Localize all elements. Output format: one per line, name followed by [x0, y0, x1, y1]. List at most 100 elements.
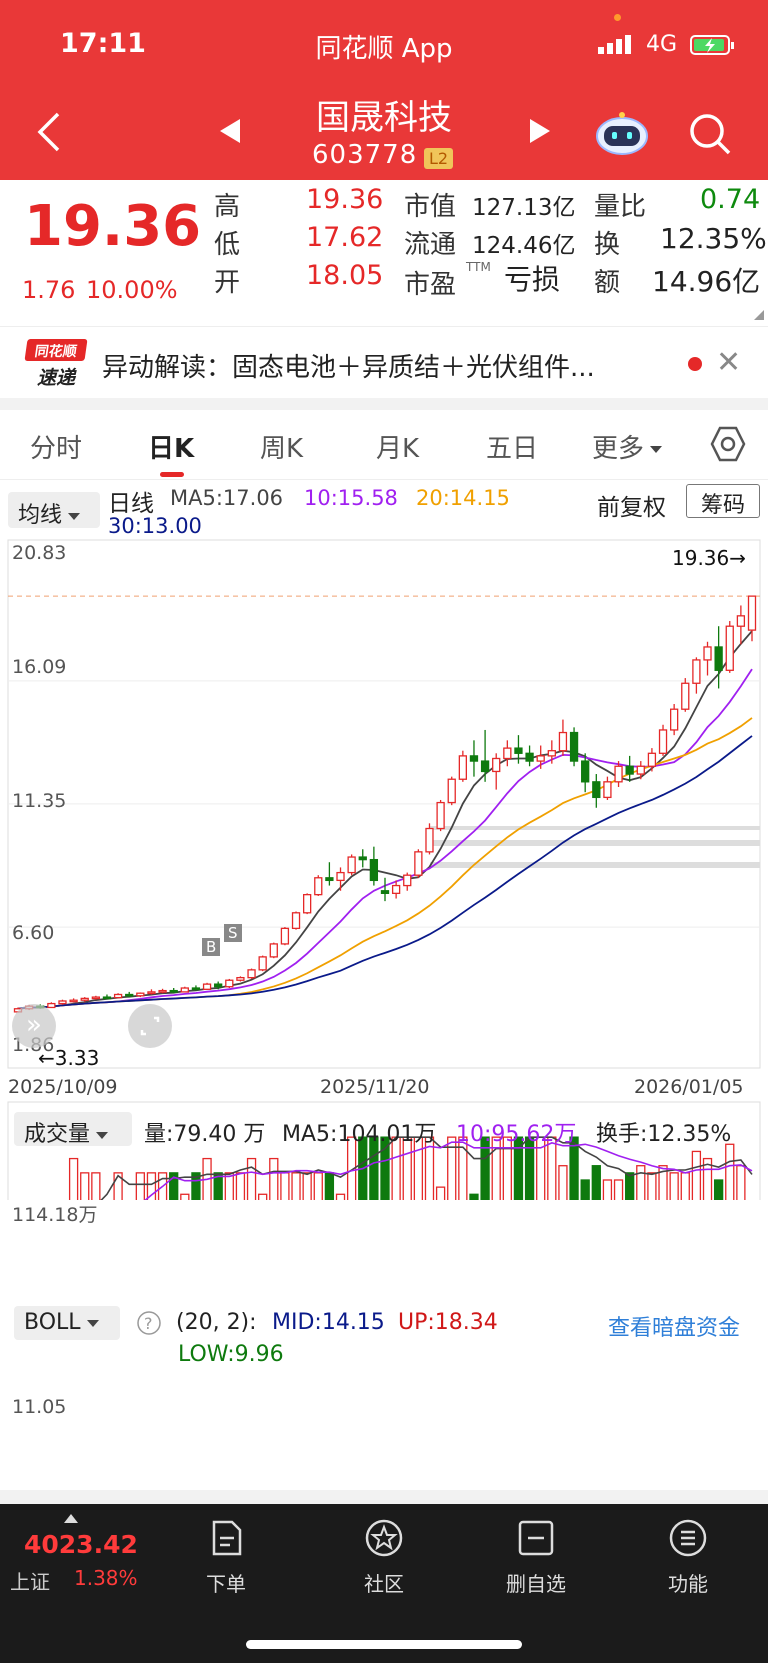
- volume-bar: [580, 1179, 590, 1200]
- volume-bar: [669, 1172, 679, 1200]
- nav-functions[interactable]: 功能: [638, 1518, 738, 1597]
- ma-selector-button[interactable]: 均线: [8, 492, 100, 528]
- nav-community-label: 社区: [364, 1572, 404, 1596]
- candle-body: [725, 625, 734, 671]
- collapse-icon[interactable]: »: [12, 1004, 56, 1048]
- ai-assistant-icon[interactable]: [594, 110, 650, 156]
- svg-text:?: ?: [144, 1314, 153, 1333]
- y-label-top: 20.83: [12, 542, 67, 564]
- open-label: 开: [214, 268, 241, 298]
- volume-bar: [258, 1193, 268, 1200]
- candle-body: [247, 969, 256, 979]
- candle-body: [303, 893, 312, 914]
- candle-body: [236, 976, 245, 981]
- stock-code: 603778: [312, 140, 418, 170]
- dark-pool-funds-link[interactable]: 查看暗盘资金: [608, 1316, 741, 1341]
- search-icon[interactable]: [688, 112, 732, 156]
- chevron-down-icon: [86, 1319, 99, 1327]
- volume-bar: [213, 1172, 223, 1200]
- y-label-2: 16.09: [12, 656, 67, 678]
- candle-body: [436, 801, 445, 830]
- chips-button[interactable]: 筹码: [686, 484, 760, 518]
- ma20-value: 20:14.15: [416, 486, 510, 510]
- volume-bar: [647, 1172, 657, 1200]
- chip-band: [430, 840, 760, 846]
- candle-body: [581, 760, 590, 783]
- candle-body: [447, 778, 456, 804]
- tab-weekly-k[interactable]: 周K: [260, 434, 304, 464]
- volume-bar: [135, 1172, 145, 1200]
- volume-bar: [302, 1172, 312, 1200]
- unread-dot: [688, 357, 702, 371]
- candle-body: [214, 983, 223, 988]
- remove-watchlist-icon: [518, 1520, 554, 1556]
- indicator-selector-button[interactable]: BOLL: [14, 1306, 120, 1340]
- nav-order[interactable]: 下单: [176, 1518, 276, 1597]
- ma10-line: [17, 668, 753, 1010]
- tab-more[interactable]: 更多: [592, 428, 663, 465]
- tab-daily-k[interactable]: 日K: [148, 434, 195, 464]
- fullscreen-icon[interactable]: [128, 1004, 172, 1048]
- volume-ratio-value: 0.74: [700, 184, 761, 215]
- tab-five-day[interactable]: 五日: [486, 434, 539, 464]
- x-label-start: 2025/10/09: [8, 1076, 118, 1098]
- volume-bar: [80, 1172, 90, 1200]
- volume-bar: [469, 1193, 479, 1200]
- candle-body: [358, 856, 367, 861]
- next-stock-icon[interactable]: [528, 118, 552, 144]
- volume-ma10-line: [144, 1141, 753, 1200]
- signal-icon: [598, 35, 631, 54]
- candle-body: [525, 752, 534, 762]
- news-banner[interactable]: 同花顺 速递 异动解读：固态电池＋异质结＋光伏组件... ✕: [0, 326, 768, 398]
- volume-bar: [636, 1165, 646, 1200]
- collapse-up-icon[interactable]: [64, 1514, 78, 1523]
- current-price: 19.36: [24, 194, 202, 259]
- y-label-3: 11.35: [12, 790, 67, 812]
- indicator-selector-label: BOLL: [24, 1310, 81, 1335]
- amount-label: 额: [594, 268, 621, 298]
- low-price-marker: ←3.33: [38, 1046, 100, 1070]
- boll-up: UP:18.34: [398, 1310, 498, 1335]
- l2-badge: L2: [424, 148, 454, 169]
- boll-low: LOW:9.96: [178, 1342, 284, 1367]
- nav-community[interactable]: 社区: [334, 1518, 434, 1597]
- x-label-end: 2026/01/05: [634, 1076, 744, 1098]
- volume-bar: [169, 1172, 179, 1200]
- volume-bar: [658, 1165, 668, 1200]
- volume-selector-button[interactable]: 成交量: [14, 1112, 132, 1147]
- amount-value: 14.96亿: [652, 265, 761, 298]
- candle-body: [469, 755, 479, 762]
- adjust-mode[interactable]: 前复权: [597, 495, 666, 521]
- chevron-down-icon: [68, 512, 81, 520]
- price-change-pct: 10.00%: [86, 276, 178, 304]
- news-logo: 同花顺 速递: [24, 339, 88, 389]
- volume-bar: [68, 1157, 79, 1200]
- candle-body: [380, 890, 390, 894]
- battery-icon: [690, 35, 734, 55]
- period-tabs: 分时 日K 周K 月K 五日 更多: [0, 410, 768, 480]
- order-icon: [212, 1520, 242, 1556]
- chevron-down-icon: [96, 1131, 109, 1139]
- index-name: 上证: [10, 1570, 50, 1594]
- candle-body: [336, 871, 345, 882]
- help-icon[interactable]: ?: [136, 1310, 162, 1336]
- tab-more-label: 更多: [592, 434, 645, 464]
- volume-bar: [625, 1172, 635, 1200]
- candle-body: [480, 760, 490, 773]
- prev-stock-icon[interactable]: [218, 118, 242, 144]
- news-headline[interactable]: 异动解读：固态电池＋异质结＋光伏组件...: [102, 353, 595, 383]
- back-icon[interactable]: [34, 112, 64, 152]
- candle-body: [703, 646, 712, 661]
- settings-icon[interactable]: [708, 424, 748, 464]
- nav-remove-watchlist[interactable]: 删自选: [486, 1518, 586, 1597]
- candle-body: [736, 615, 746, 627]
- app-header: 17:11 同花顺 App 4G 国晟科技 603778 L2: [0, 0, 768, 180]
- close-icon[interactable]: ✕: [716, 345, 742, 380]
- expand-corner-icon[interactable]: [754, 310, 764, 320]
- section-divider: [0, 398, 768, 410]
- index-value[interactable]: 4023.42: [24, 1530, 138, 1559]
- nav-remove-watchlist-label: 删自选: [506, 1572, 566, 1596]
- tab-monthly-k[interactable]: 月K: [376, 434, 420, 464]
- tab-intraday[interactable]: 分时: [30, 434, 83, 464]
- pe-ttm-label: TTM: [466, 260, 491, 274]
